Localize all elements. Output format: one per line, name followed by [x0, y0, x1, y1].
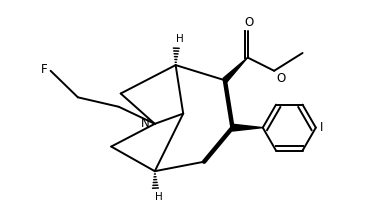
Text: O: O	[245, 16, 254, 29]
Text: H: H	[176, 34, 184, 44]
Text: F: F	[41, 63, 47, 76]
Text: I: I	[320, 121, 323, 134]
Text: O: O	[277, 72, 286, 85]
Polygon shape	[233, 124, 263, 131]
Polygon shape	[223, 57, 248, 82]
Text: N: N	[141, 117, 150, 130]
Text: H: H	[156, 192, 163, 202]
